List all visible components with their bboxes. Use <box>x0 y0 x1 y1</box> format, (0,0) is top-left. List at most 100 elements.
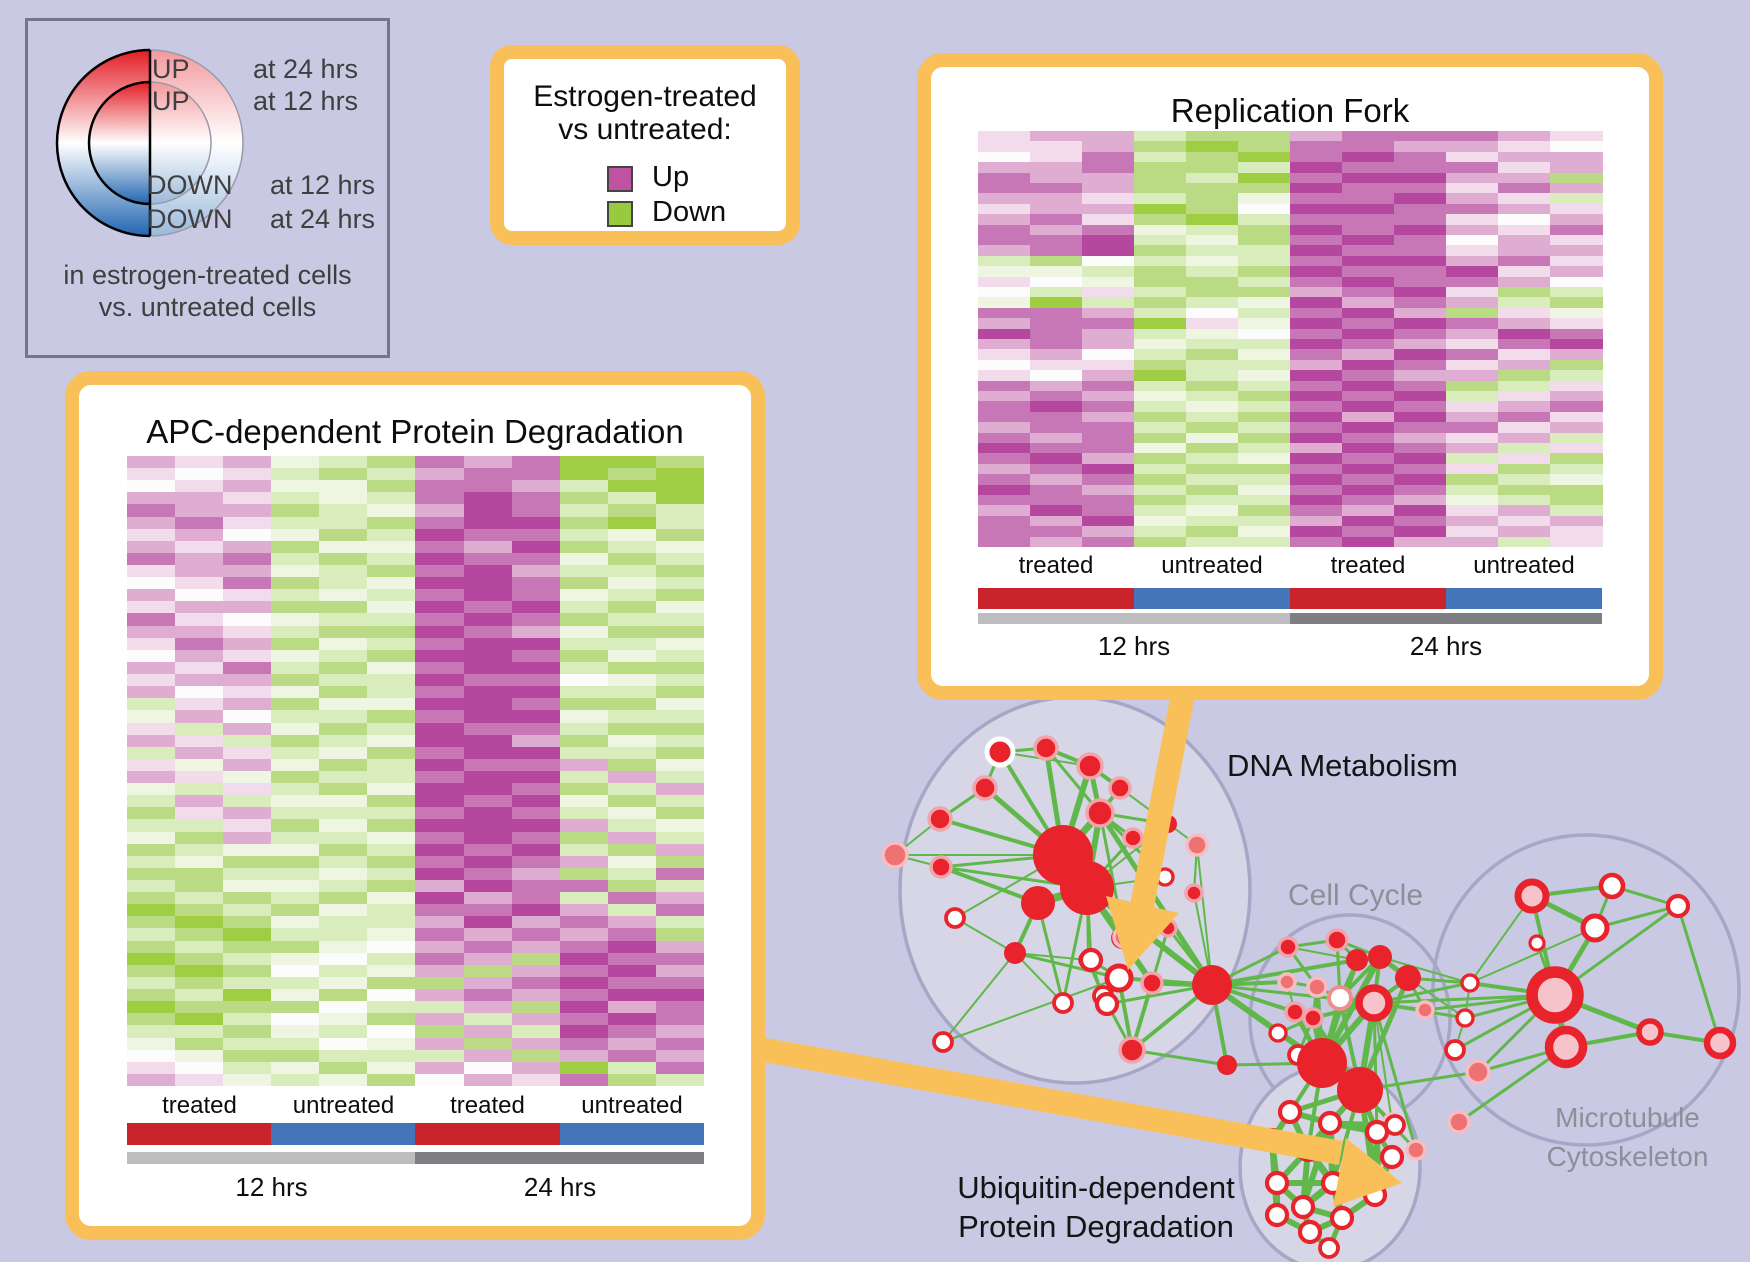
apc-cell <box>415 819 465 833</box>
replication-fork-cell <box>1030 193 1083 205</box>
apc-cell <box>655 795 705 808</box>
replication-fork-cell <box>1498 349 1551 361</box>
apc-cell <box>319 722 368 736</box>
replication-fork-cell <box>1186 131 1239 142</box>
apc-cell <box>559 880 609 893</box>
apc-cell <box>223 1049 272 1063</box>
apc-cell <box>271 1049 320 1063</box>
apc-cell <box>175 964 224 978</box>
down-swatch <box>607 201 633 227</box>
apc-cell <box>559 1037 609 1051</box>
replication-fork-cell <box>1290 401 1343 413</box>
apc-cell <box>559 758 609 772</box>
apc-cell <box>463 904 513 917</box>
replication-fork-cell <box>1550 172 1603 184</box>
apc-cell <box>655 1061 705 1075</box>
apc-cell <box>223 577 272 590</box>
replication-fork-cell <box>1342 401 1395 413</box>
apc-cell <box>271 880 320 893</box>
rf-group-label-treated-24h: treated <box>1330 552 1406 579</box>
apc-cell <box>655 964 705 978</box>
apc-cell <box>367 528 416 542</box>
apc-cell <box>223 783 272 796</box>
apc-cell <box>415 892 465 905</box>
apc-cell <box>415 1025 465 1038</box>
apc-cell <box>319 674 368 687</box>
apc-cell <box>655 516 705 530</box>
apc-cell <box>223 770 272 784</box>
apc-cell <box>511 637 561 651</box>
replication-fork-cell <box>1342 224 1395 236</box>
replication-fork-cell <box>978 380 1031 392</box>
apc-cell <box>559 964 609 978</box>
apc-cell <box>223 625 272 639</box>
apc-cell <box>559 916 609 929</box>
apc-cell <box>415 940 465 954</box>
gene-node <box>1297 1038 1347 1088</box>
apc-cell <box>127 976 176 990</box>
replication-fork-cell <box>1030 183 1083 194</box>
apc-cell <box>367 722 416 736</box>
apc-cell <box>607 661 657 675</box>
apc-cell <box>223 734 272 748</box>
replication-fork-cell <box>1550 359 1603 371</box>
apc-cell <box>463 601 513 614</box>
apc-cell <box>271 952 320 966</box>
replication-fork-cell <box>978 245 1031 257</box>
replication-fork-cell <box>978 214 1031 226</box>
apc-cell <box>367 989 416 1002</box>
replication-fork-cell <box>978 443 1031 454</box>
apc-group-label-untreated-24h: untreated <box>581 1092 683 1119</box>
apc-cell <box>319 989 368 1002</box>
apc-cell <box>607 601 657 614</box>
apc-cell <box>463 1001 513 1014</box>
apc-condition-bar <box>271 1123 416 1145</box>
replication-fork-time-bar <box>978 613 1290 624</box>
replication-fork-cell <box>978 162 1031 174</box>
gene-node <box>1264 1170 1290 1196</box>
replication-fork-cell <box>1446 515 1499 527</box>
replication-fork-cell <box>1238 276 1291 288</box>
apc-cell <box>319 637 368 651</box>
replication-fork-cell <box>1134 536 1187 548</box>
gene-node <box>1290 1194 1316 1220</box>
apc-cell <box>223 456 272 469</box>
replication-fork-cell <box>1186 484 1239 496</box>
replication-fork-cell <box>1550 422 1603 434</box>
apc-cell <box>127 528 176 542</box>
apc-cell <box>559 783 609 796</box>
apc-cell <box>367 589 416 602</box>
replication-fork-cell <box>1186 141 1239 153</box>
replication-fork-cell <box>1290 432 1343 444</box>
replication-fork-cell <box>1550 391 1603 402</box>
apc-cell <box>607 855 657 869</box>
replication-fork-cell <box>1134 526 1187 538</box>
apc-cell <box>511 528 561 542</box>
replication-fork-cell <box>1030 484 1083 496</box>
apc-cell <box>559 989 609 1002</box>
replication-fork-cell <box>978 297 1031 309</box>
apc-cell <box>655 770 705 784</box>
replication-fork-cell <box>1082 172 1135 184</box>
replication-fork-cell <box>1030 266 1083 278</box>
replication-fork-cell <box>1186 318 1239 330</box>
key-title-line1: Estrogen-treated <box>533 80 757 113</box>
replication-fork-cell <box>1342 359 1395 371</box>
replication-fork-cell <box>1342 141 1395 153</box>
replication-fork-cell <box>1550 235 1603 246</box>
replication-fork-cell <box>1446 162 1499 174</box>
replication-fork-cell <box>1134 380 1187 392</box>
apc-cell <box>223 795 272 808</box>
apc-cell <box>415 916 465 929</box>
apc-condition-bar <box>127 1123 272 1145</box>
apc-cell <box>367 686 416 699</box>
apc-cell <box>607 1061 657 1075</box>
replication-fork-cell <box>978 141 1031 153</box>
replication-fork-cell <box>1394 266 1447 278</box>
replication-fork-cell <box>1342 484 1395 496</box>
apc-cell <box>415 456 465 469</box>
apc-cell <box>175 928 224 942</box>
apc-cell <box>511 552 561 566</box>
apc-cell <box>319 516 368 530</box>
replication-fork-cell <box>1550 443 1603 454</box>
